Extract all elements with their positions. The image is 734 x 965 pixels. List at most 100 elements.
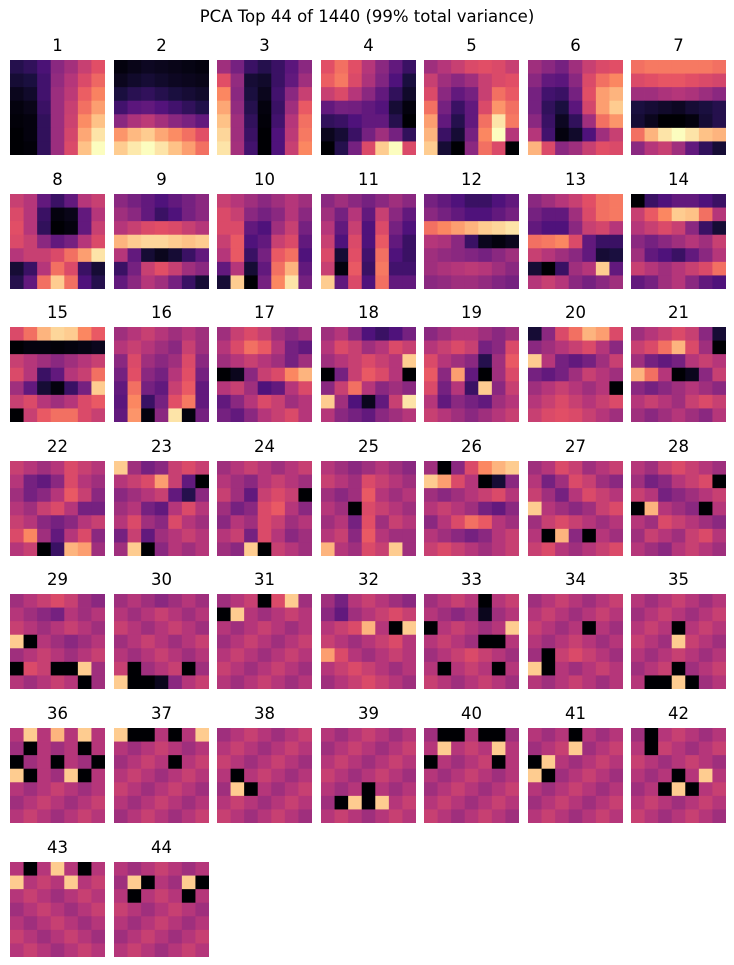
heatmap-cell <box>631 648 645 663</box>
heatmap-cell <box>230 474 245 489</box>
heatmap-cell <box>230 327 245 341</box>
heatmap-cell <box>181 354 196 369</box>
heatmap-cell <box>141 340 156 355</box>
heatmap-cell <box>257 248 272 263</box>
heatmap-cell <box>631 367 645 382</box>
heatmap-cell <box>388 394 403 409</box>
heatmap-cell <box>464 648 479 663</box>
heatmap-cell <box>437 661 452 676</box>
heatmap-cell <box>50 501 65 516</box>
heatmap-cell <box>284 542 299 556</box>
heatmap-cell <box>64 87 79 102</box>
heatmap-cell <box>712 768 726 783</box>
heatmap-cell <box>528 408 542 422</box>
heatmap-cell <box>10 902 24 917</box>
heatmap-cell <box>195 248 209 263</box>
heatmap-cell <box>595 515 610 530</box>
component-title: 22 <box>47 437 68 456</box>
heatmap-cell <box>685 60 700 74</box>
heatmap-cell <box>284 327 299 341</box>
heatmap-cell <box>478 248 493 263</box>
heatmap-cell <box>541 528 556 543</box>
heatmap-cell <box>298 461 312 475</box>
heatmap-cell <box>50 354 65 369</box>
heatmap-cell <box>244 675 259 689</box>
heatmap-cell <box>257 755 272 770</box>
heatmap-cell <box>168 675 183 689</box>
component-title: 17 <box>254 303 275 322</box>
heatmap-cell <box>91 340 105 355</box>
component-heatmap <box>631 461 726 556</box>
heatmap-cell <box>658 127 673 142</box>
component-heatmap <box>10 327 105 422</box>
heatmap-cell <box>712 340 726 355</box>
heatmap-cell <box>505 461 519 475</box>
heatmap-cell <box>541 207 556 222</box>
heatmap-cell <box>217 73 231 88</box>
heatmap-cell <box>257 340 272 355</box>
heatmap-cell <box>541 87 556 102</box>
component-panel: 43 <box>10 838 105 957</box>
heatmap-cell <box>437 141 452 155</box>
heatmap-cell <box>23 648 38 663</box>
heatmap-cell <box>671 607 686 622</box>
heatmap-cell <box>712 60 726 74</box>
heatmap-cell <box>181 768 196 783</box>
heatmap-cell <box>217 261 231 276</box>
heatmap-cell <box>10 929 24 944</box>
heatmap-cell <box>168 275 183 289</box>
heatmap-cell <box>230 394 245 409</box>
heatmap-cell <box>334 261 349 276</box>
heatmap-cell <box>64 621 79 636</box>
heatmap-cell <box>195 929 209 944</box>
heatmap-cell <box>451 275 466 289</box>
heatmap-cell <box>685 607 700 622</box>
heatmap-cell <box>50 621 65 636</box>
heatmap-cell <box>644 515 659 530</box>
heatmap-cell <box>230 340 245 355</box>
heatmap-cell <box>334 594 349 608</box>
heatmap-cell <box>298 755 312 770</box>
heatmap-cell <box>23 73 38 88</box>
heatmap-cell <box>50 661 65 676</box>
heatmap-cell <box>388 127 403 142</box>
heatmap-cell <box>154 782 169 797</box>
heatmap-cell <box>424 809 438 823</box>
heatmap-cell <box>671 461 686 475</box>
heatmap-cell <box>141 354 156 369</box>
heatmap-cell <box>478 782 493 797</box>
heatmap-cell <box>114 248 128 263</box>
component-panel: 26 <box>424 437 519 556</box>
component-panel: 1 <box>10 36 105 155</box>
heatmap-cell <box>609 542 623 556</box>
heatmap-cell <box>230 607 245 622</box>
heatmap-cell <box>244 221 259 236</box>
heatmap-cell <box>658 728 673 742</box>
heatmap-cell <box>644 528 659 543</box>
heatmap-cell <box>114 100 128 115</box>
heatmap-cell <box>114 394 128 409</box>
heatmap-cell <box>505 474 519 489</box>
heatmap-cell <box>388 607 403 622</box>
heatmap-cell <box>388 234 403 249</box>
heatmap-cell <box>141 755 156 770</box>
heatmap-cell <box>464 741 479 756</box>
component-panel: 6 <box>528 36 623 155</box>
heatmap-cell <box>595 261 610 276</box>
heatmap-cell <box>91 621 105 636</box>
heatmap-cell <box>698 542 713 556</box>
heatmap-cell <box>698 248 713 263</box>
heatmap-cell <box>555 795 570 810</box>
heatmap-cell <box>168 809 183 823</box>
heatmap-cell <box>230 594 245 608</box>
heatmap-cell <box>195 474 209 489</box>
heatmap-cell <box>77 275 92 289</box>
heatmap-cell <box>141 607 156 622</box>
heatmap-cell <box>437 741 452 756</box>
heatmap-cell <box>271 621 286 636</box>
heatmap-cell <box>127 474 142 489</box>
heatmap-cell <box>658 594 673 608</box>
heatmap-cell <box>528 501 542 516</box>
heatmap-cell <box>37 141 52 155</box>
heatmap-cell <box>37 634 52 649</box>
